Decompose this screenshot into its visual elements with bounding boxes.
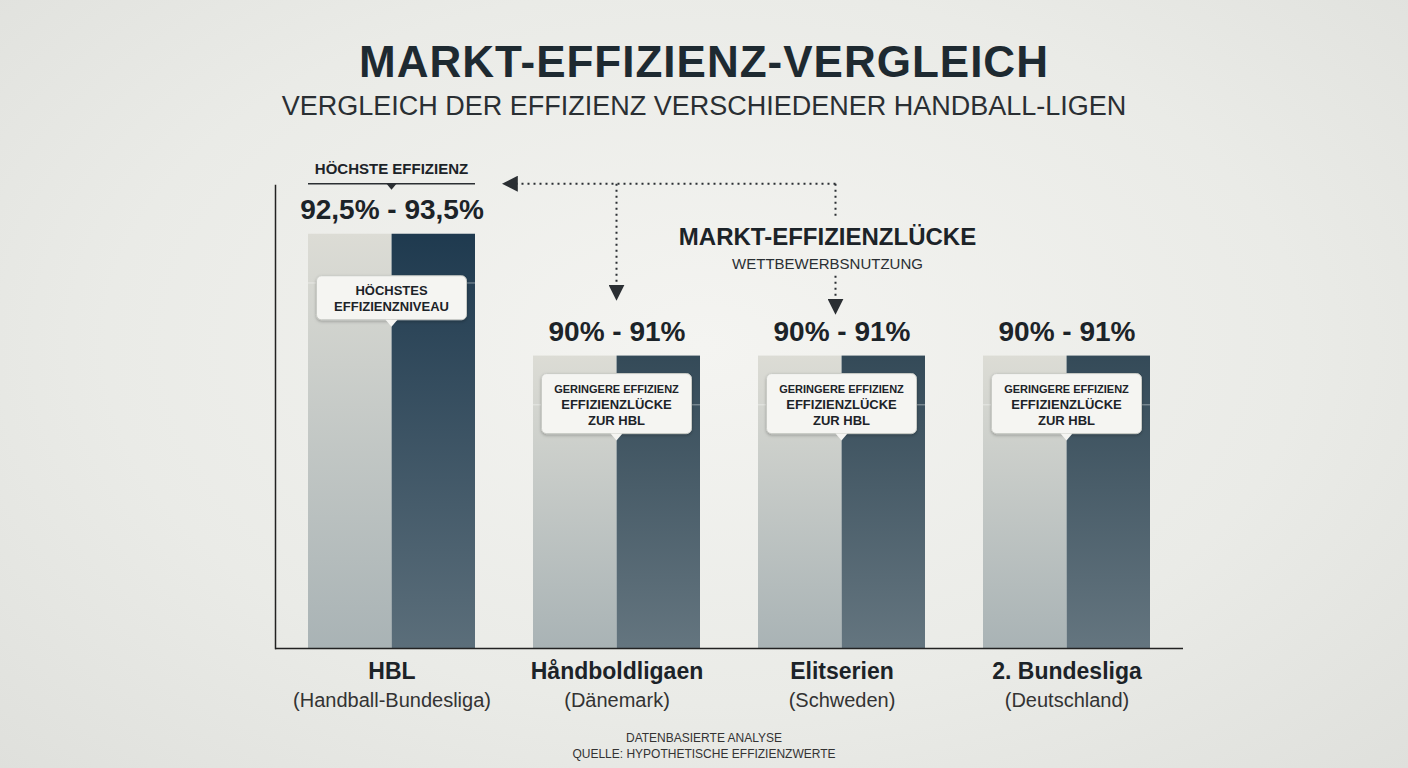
svg-text:EFFIZIENZNIVEAU: EFFIZIENZNIVEAU <box>334 299 449 314</box>
svg-text:GERINGERE EFFIZIENZ: GERINGERE EFFIZIENZ <box>779 383 904 395</box>
html-text:QUELLE: HYPOTHETISCHE EFFIZIEN: QUELLE: HYPOTHETISCHE EFFIZIENZWERTE <box>572 747 836 761</box>
svg-text:ZUR HBL: ZUR HBL <box>1038 413 1095 428</box>
svg-text:EFFIZIENZLÜCKE: EFFIZIENZLÜCKE <box>1011 397 1122 412</box>
svg-text:HÖCHSTE EFFIZIENZ: HÖCHSTE EFFIZIENZ <box>315 160 468 177</box>
svg-text:Håndboldligaen: Håndboldligaen <box>531 658 704 684</box>
svg-text:MARKT-EFFIZIENZLÜCKE: MARKT-EFFIZIENZLÜCKE <box>679 223 976 250</box>
svg-text:(Handball-Bundesliga): (Handball-Bundesliga) <box>293 689 491 711</box>
svg-text:GERINGERE EFFIZIENZ: GERINGERE EFFIZIENZ <box>1004 383 1129 395</box>
svg-text:(Schweden): (Schweden) <box>789 689 896 711</box>
svg-text:90% - 91%: 90% - 91% <box>549 316 686 347</box>
svg-text:HBL: HBL <box>368 658 415 684</box>
svg-text:HÖCHSTES: HÖCHSTES <box>355 283 428 298</box>
svg-text:90% - 91%: 90% - 91% <box>774 316 911 347</box>
svg-text:92,5% - 93,5%: 92,5% - 93,5% <box>300 194 484 225</box>
svg-text:(Deutschland): (Deutschland) <box>1005 689 1130 711</box>
svg-text:GERINGERE EFFIZIENZ: GERINGERE EFFIZIENZ <box>554 383 679 395</box>
svg-text:90% - 91%: 90% - 91% <box>999 316 1136 347</box>
svg-text:Elitserien: Elitserien <box>790 658 894 684</box>
svg-text:2. Bundesliga: 2. Bundesliga <box>992 658 1142 684</box>
svg-text:ZUR HBL: ZUR HBL <box>813 413 870 428</box>
svg-text:WETTBEWERBSNUTZUNG: WETTBEWERBSNUTZUNG <box>732 255 923 272</box>
svg-text:EFFIZIENZLÜCKE: EFFIZIENZLÜCKE <box>561 397 672 412</box>
html-text:VERGLEICH DER EFFIZIENZ VERSCH: VERGLEICH DER EFFIZIENZ VERSCHIEDENER HA… <box>281 91 1127 121</box>
html-text:MARKT-EFFIZIENZ-VERGLEICH: MARKT-EFFIZIENZ-VERGLEICH <box>359 37 1049 86</box>
svg-text:(Dänemark): (Dänemark) <box>564 689 670 711</box>
html-text:DATENBASIERTE ANALYSE: DATENBASIERTE ANALYSE <box>626 731 782 745</box>
svg-text:ZUR HBL: ZUR HBL <box>588 413 645 428</box>
svg-text:EFFIZIENZLÜCKE: EFFIZIENZLÜCKE <box>786 397 897 412</box>
